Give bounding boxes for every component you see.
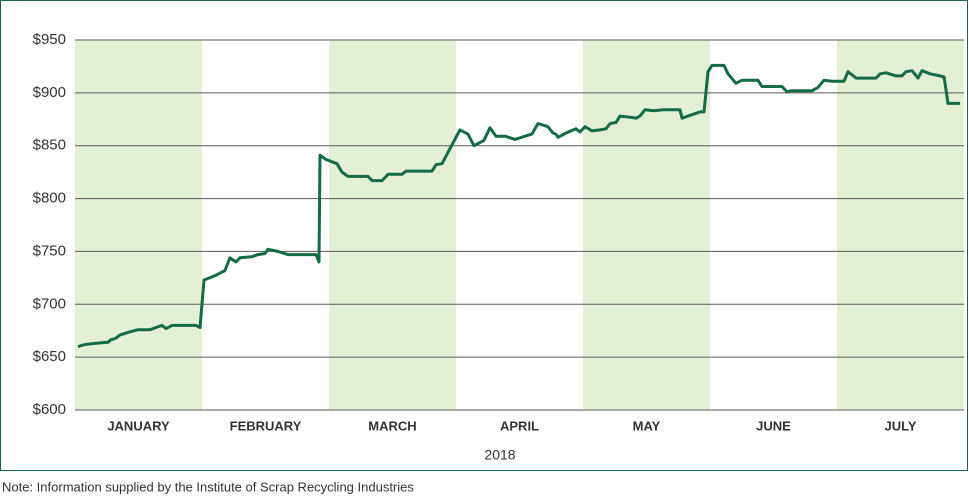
x-tick-label: JANUARY (107, 418, 170, 433)
x-tick-label: FEBRUARY (230, 418, 302, 433)
month-band (837, 40, 964, 410)
price-line (77, 63, 961, 349)
x-axis-label: 2018 (484, 447, 515, 463)
x-tick-label: APRIL (500, 418, 539, 433)
month-band (75, 40, 202, 410)
y-tick-label: $950 (33, 31, 66, 48)
y-tick-label: $800 (33, 190, 66, 207)
y-tick-label: $850 (33, 137, 66, 154)
y-tick-label: $900 (33, 84, 66, 101)
y-tick-label: $650 (33, 348, 66, 365)
month-band (583, 40, 710, 410)
x-tick-label: JUNE (756, 418, 791, 433)
month-band (329, 40, 456, 410)
x-tick-label: MAY (633, 418, 661, 433)
x-tick-label: JULY (884, 418, 916, 433)
y-tick-label: $750 (33, 242, 66, 259)
note: Note: Information supplied by the Instit… (2, 479, 414, 494)
y-tick-label: $600 (33, 401, 66, 418)
x-tick-label: MARCH (368, 418, 416, 433)
frame (0, 0, 968, 471)
y-tick-label: $700 (33, 295, 66, 312)
